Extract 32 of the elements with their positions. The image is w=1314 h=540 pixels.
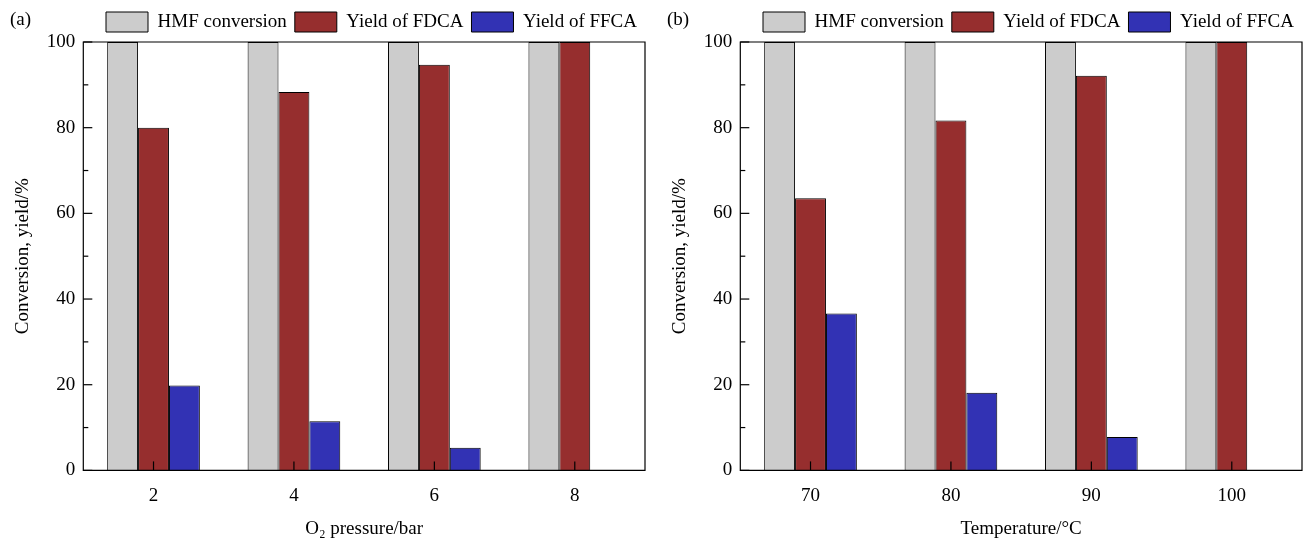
y-tick-label: 20 xyxy=(56,372,76,394)
y-tick-label: 80 xyxy=(56,115,76,137)
x-tick-label: 6 xyxy=(429,483,440,505)
y-tick-label: 40 xyxy=(713,287,733,309)
y-tick-label: 100 xyxy=(703,29,733,51)
x-tick-label: 2 xyxy=(148,483,159,505)
x-tick-label: 90 xyxy=(1081,483,1101,505)
legend-label: Yield of FDCA xyxy=(1003,9,1121,31)
y-tick-label: 40 xyxy=(56,287,76,309)
y-tick-label: 100 xyxy=(46,29,76,51)
legend-label: HMF conversion xyxy=(157,9,288,31)
x-tick-label: 100 xyxy=(1217,483,1247,505)
legend-label: HMF conversion xyxy=(814,9,945,31)
y-tick-label: 0 xyxy=(722,458,733,480)
y-tick-label: 60 xyxy=(56,201,76,223)
chart-title: (b) xyxy=(667,8,690,30)
x-tick-label: 80 xyxy=(941,483,961,505)
x-tick-label: 4 xyxy=(289,483,300,505)
y-axis-title: Conversion, yield/% xyxy=(668,177,690,335)
legend-label: Yield of FDCA xyxy=(346,9,464,31)
y-tick-label: 20 xyxy=(713,372,733,394)
x-tick-label: 8 xyxy=(570,483,580,505)
y-tick-label: 60 xyxy=(713,201,733,223)
y-tick-label: 0 xyxy=(65,458,76,480)
y-tick-label: 80 xyxy=(713,115,733,137)
chart-title: (a) xyxy=(10,8,32,30)
x-axis-title: Temperature/°C xyxy=(960,516,1082,538)
x-axis-title: O₂ pressure/bar xyxy=(305,516,424,538)
y-axis-title: Conversion, yield/% xyxy=(11,177,33,335)
legend-label: Yield of FFCA xyxy=(522,9,638,31)
x-tick-label: 70 xyxy=(801,483,821,505)
legend-label: Yield of FFCA xyxy=(1179,9,1295,31)
